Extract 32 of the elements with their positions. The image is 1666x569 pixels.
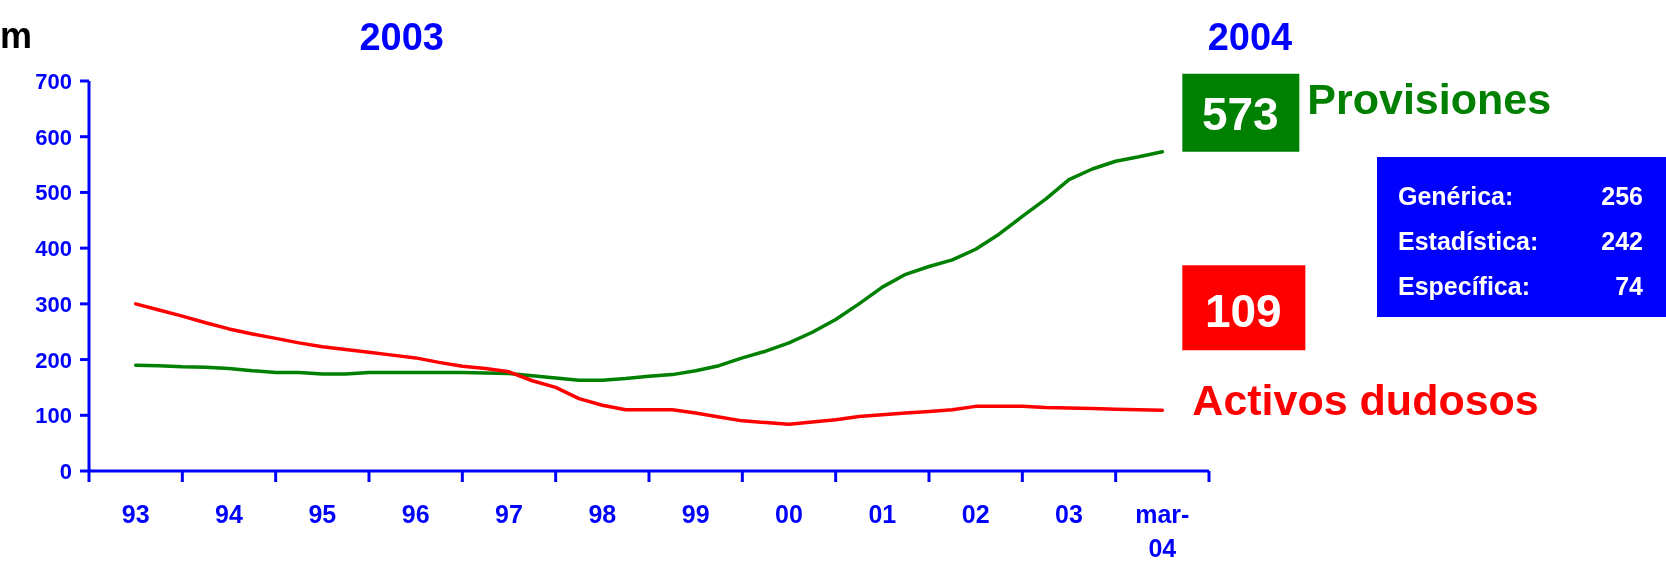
text: 2003 xyxy=(359,16,444,58)
y-tick-label: 600 xyxy=(35,124,72,150)
y-tick-label: 0 xyxy=(59,459,72,484)
x-tick-label: 01 xyxy=(868,500,897,528)
x-tick-label: 96 xyxy=(401,500,430,528)
x-tick-label: mar-04 xyxy=(1135,500,1190,562)
x-tick-label: 00 xyxy=(775,500,803,528)
y-tick-label: 300 xyxy=(35,291,72,317)
x-tick-label: 98 xyxy=(588,500,617,528)
x-tick-label: 02 xyxy=(961,500,990,528)
x-tick-label: 95 xyxy=(308,500,337,528)
y-tick-label: 100 xyxy=(35,403,72,429)
x-tick-label: 97 xyxy=(495,500,523,528)
y-tick-label: 400 xyxy=(35,236,72,262)
x-tick-label: 03 xyxy=(1055,500,1083,528)
line-series xyxy=(133,302,1165,426)
line-series xyxy=(133,150,1165,382)
x-tick-label: 99 xyxy=(681,500,710,528)
text: Específica: 74 xyxy=(1398,272,1643,300)
legend-label: Provisiones xyxy=(1307,74,1552,123)
series-label: Activos dudosos xyxy=(1192,376,1539,425)
data-label: 573 xyxy=(1201,87,1279,140)
text: Genérica: 256 xyxy=(1398,182,1643,210)
text: Estadística: 242 xyxy=(1398,227,1643,255)
data-label: 109 xyxy=(1204,285,1282,338)
y-tick-label: 500 xyxy=(35,180,72,206)
text: 2004 xyxy=(1207,16,1293,58)
y-axis-title: m xyxy=(0,15,33,56)
x-tick-label: 94 xyxy=(215,500,243,528)
y-tick-label: 200 xyxy=(35,347,72,373)
y-tick-label: 700 xyxy=(35,69,72,94)
x-tick-label: 93 xyxy=(121,500,150,528)
